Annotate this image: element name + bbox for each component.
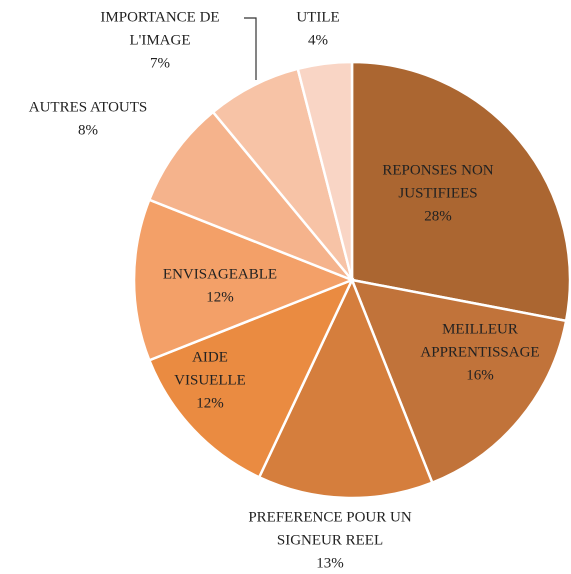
pie-slice	[296, 60, 354, 281]
value-label: 28%	[424, 208, 452, 224]
slice-label: ENVISAGEABLE	[163, 266, 277, 282]
pie-slice	[350, 60, 571, 323]
value-label: 12%	[196, 395, 224, 411]
value-label: 13%	[316, 555, 344, 571]
slice-label: PREFERENCE POUR UN	[248, 509, 412, 525]
slice-label: MEILLEUR	[442, 321, 518, 337]
slice-label: IMPORTANCE DE	[100, 9, 219, 25]
pie-slice	[147, 277, 355, 479]
pie-slice	[132, 198, 356, 362]
slice-label: REPONSES NON	[382, 162, 493, 178]
slice-label: JUSTIFIEES	[398, 185, 477, 201]
value-label: 7%	[150, 55, 170, 71]
slice-label: UTILE	[296, 9, 339, 25]
value-label: 4%	[308, 32, 328, 48]
value-label: 8%	[78, 122, 98, 138]
slice-label: AUTRES ATOUTS	[29, 99, 148, 115]
pie-slice	[147, 110, 353, 282]
pie-slice	[257, 276, 434, 500]
slice-label: L'IMAGE	[129, 32, 190, 48]
leader-line	[244, 17, 257, 80]
slice-label: AIDE	[192, 349, 228, 365]
slice-label: VISUELLE	[174, 372, 246, 388]
slice-label: APPRENTISSAGE	[420, 344, 539, 360]
value-label: 16%	[466, 367, 494, 383]
slice-label: SIGNEUR REEL	[277, 532, 383, 548]
pie-slice	[350, 278, 568, 485]
value-label: 12%	[206, 289, 234, 305]
